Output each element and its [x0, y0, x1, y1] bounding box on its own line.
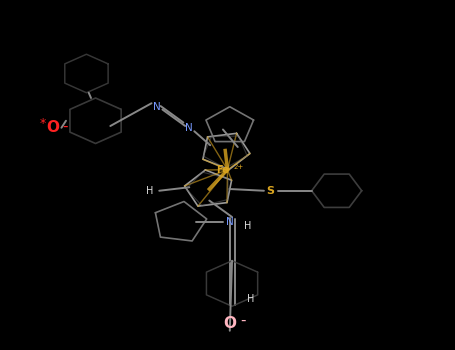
- Text: H: H: [147, 186, 154, 196]
- Text: O: O: [223, 316, 236, 331]
- Text: S: S: [267, 186, 275, 196]
- Text: H: H: [247, 294, 254, 304]
- Text: *: *: [40, 117, 46, 130]
- Text: H: H: [244, 221, 252, 231]
- Text: Fe: Fe: [217, 165, 229, 175]
- Text: N: N: [226, 217, 234, 227]
- Text: -: -: [62, 119, 68, 133]
- Text: O: O: [46, 120, 59, 135]
- Text: N: N: [185, 123, 193, 133]
- Text: N: N: [153, 102, 161, 112]
- Text: 2+: 2+: [234, 164, 244, 170]
- Text: -: -: [241, 313, 246, 328]
